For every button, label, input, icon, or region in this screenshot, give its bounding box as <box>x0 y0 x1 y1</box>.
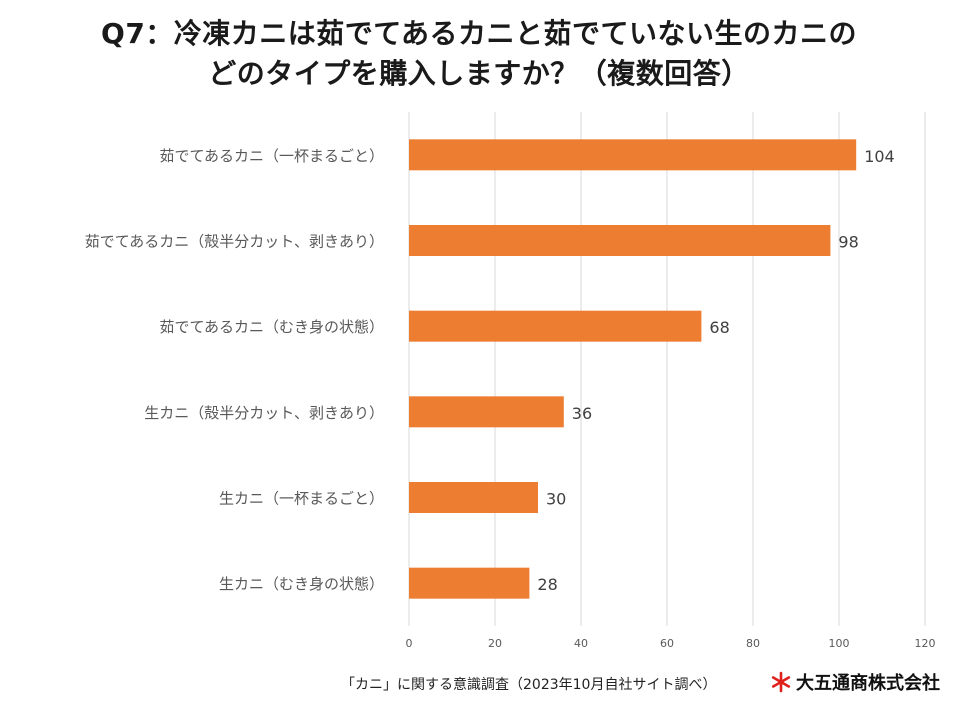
x-tick-label-6: 120 <box>915 637 936 650</box>
value-label-1: 98 <box>838 233 858 252</box>
bar-5 <box>409 567 530 599</box>
category-label-2: 茹でてあるカニ（むき身の状態） <box>159 318 384 336</box>
bar-1 <box>409 225 831 256</box>
bar-3 <box>409 396 564 428</box>
bar-2 <box>409 310 702 342</box>
category-label-5: 生カニ（むき身の状態） <box>219 575 384 593</box>
company-logo: 大五通商株式会社 <box>770 670 940 694</box>
x-tick-label-5: 100 <box>829 637 850 650</box>
category-label-3: 生カニ（殻半分カット、剥きあり） <box>144 404 384 422</box>
snowflake-logo-icon <box>771 671 791 693</box>
value-label-0: 104 <box>864 147 895 166</box>
category-label-4: 生カニ（一杯まるごと） <box>219 490 384 508</box>
value-label-3: 36 <box>572 404 592 423</box>
value-label-4: 30 <box>546 490 566 509</box>
x-tick-label-3: 60 <box>660 637 674 650</box>
x-tick-label-2: 40 <box>574 637 588 650</box>
bar-0 <box>409 139 857 171</box>
title-line-1: Q7：冷凍カニは茹でてあるカニと茹でていない生のカニの <box>101 17 857 50</box>
value-label-2: 68 <box>709 318 729 337</box>
x-tick-label-0: 0 <box>406 637 413 650</box>
chart-title: Q7：冷凍カニは茹でてあるカニと茹でていない生のカニの どのタイプを購入しますか… <box>0 14 958 94</box>
bar-chart: 0 20 40 60 80 100 120 104 茹でてあるカニ（一杯まるごと） 98 茹でてある… <box>85 112 936 650</box>
x-tick-label-1: 20 <box>488 637 502 650</box>
x-tick-label-4: 80 <box>746 637 760 650</box>
title-line-2: どのタイプを購入しますか？（複数回答） <box>208 57 750 90</box>
bar-4 <box>409 482 538 513</box>
category-label-1: 茹でてあるカニ（殻半分カット、剥きあり） <box>85 233 384 251</box>
company-name: 大五通商株式会社 <box>796 673 940 694</box>
category-label-0: 茹でてあるカニ（一杯まるごと） <box>159 147 384 165</box>
value-label-5: 28 <box>537 575 557 594</box>
source-note: 「カニ」に関する意識調査（2023年10月自社サイト調べ） <box>341 677 717 693</box>
